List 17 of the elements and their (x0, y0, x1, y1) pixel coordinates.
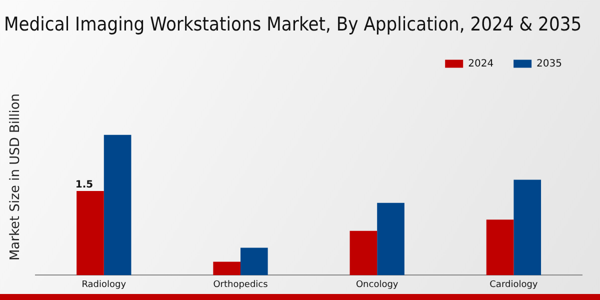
bar (240, 248, 268, 276)
bar (350, 230, 378, 276)
legend-label: 2035 (536, 58, 562, 70)
bar (514, 180, 542, 276)
x-tick-label: Cardiology (490, 280, 538, 290)
data-label: 1.5 (75, 180, 94, 191)
x-tick-label: Orthopedics (213, 280, 268, 290)
chart-title: Medical Imaging Workstations Market, By Application, 2024 & 2035 (4, 14, 582, 36)
x-tick-label: Radiology (82, 280, 127, 290)
bar (76, 191, 104, 276)
y-axis-title: Market Size in USD Billion (8, 93, 24, 261)
bar (377, 202, 404, 276)
legend-label: 2024 (468, 58, 494, 70)
x-tick-label: Oncology (356, 280, 399, 290)
bar (213, 262, 240, 276)
bar (486, 220, 514, 276)
bar (104, 134, 132, 276)
